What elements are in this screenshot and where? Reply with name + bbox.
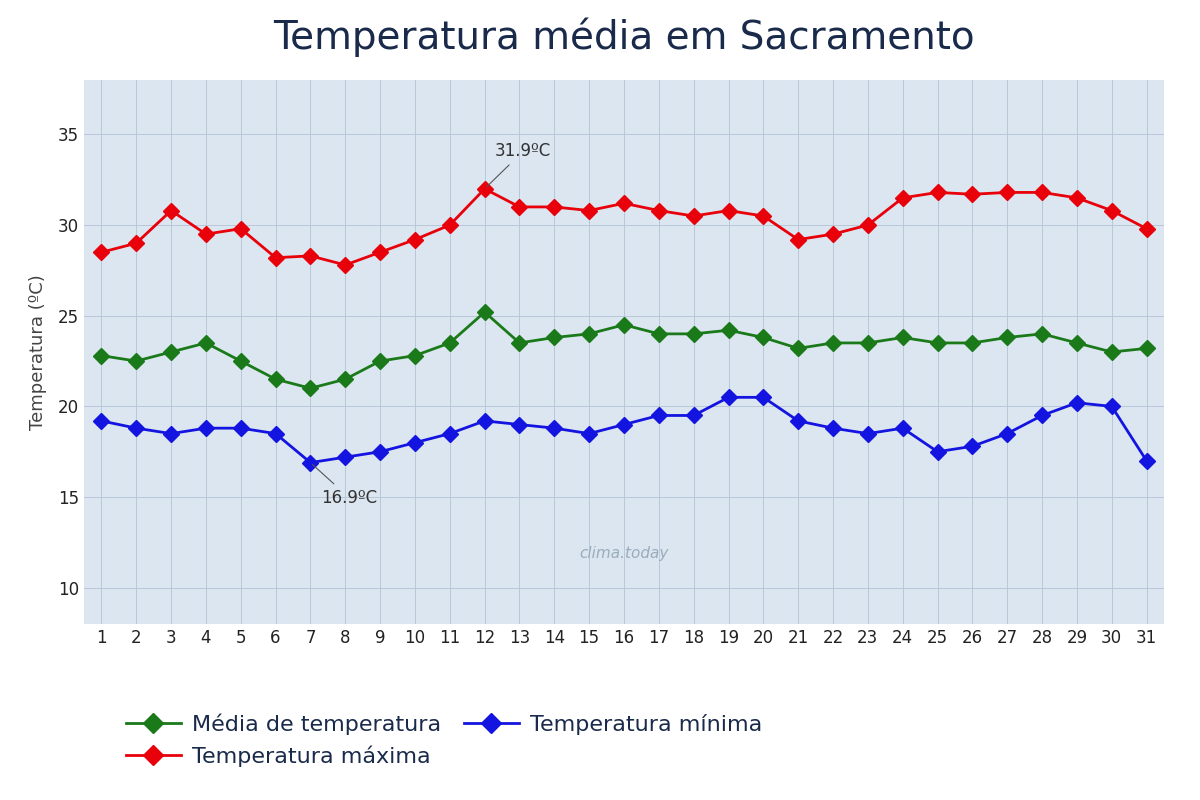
Text: clima.today: clima.today	[580, 546, 668, 561]
Legend: Média de temperatura, Temperatura máxima, Temperatura mínima: Média de temperatura, Temperatura máxima…	[116, 704, 772, 776]
Text: 31.9ºC: 31.9ºC	[487, 142, 551, 187]
Text: 16.9ºC: 16.9ºC	[312, 465, 377, 506]
Y-axis label: Temperatura (ºC): Temperatura (ºC)	[29, 274, 47, 430]
Title: Temperatura média em Sacramento: Temperatura média em Sacramento	[274, 18, 974, 58]
